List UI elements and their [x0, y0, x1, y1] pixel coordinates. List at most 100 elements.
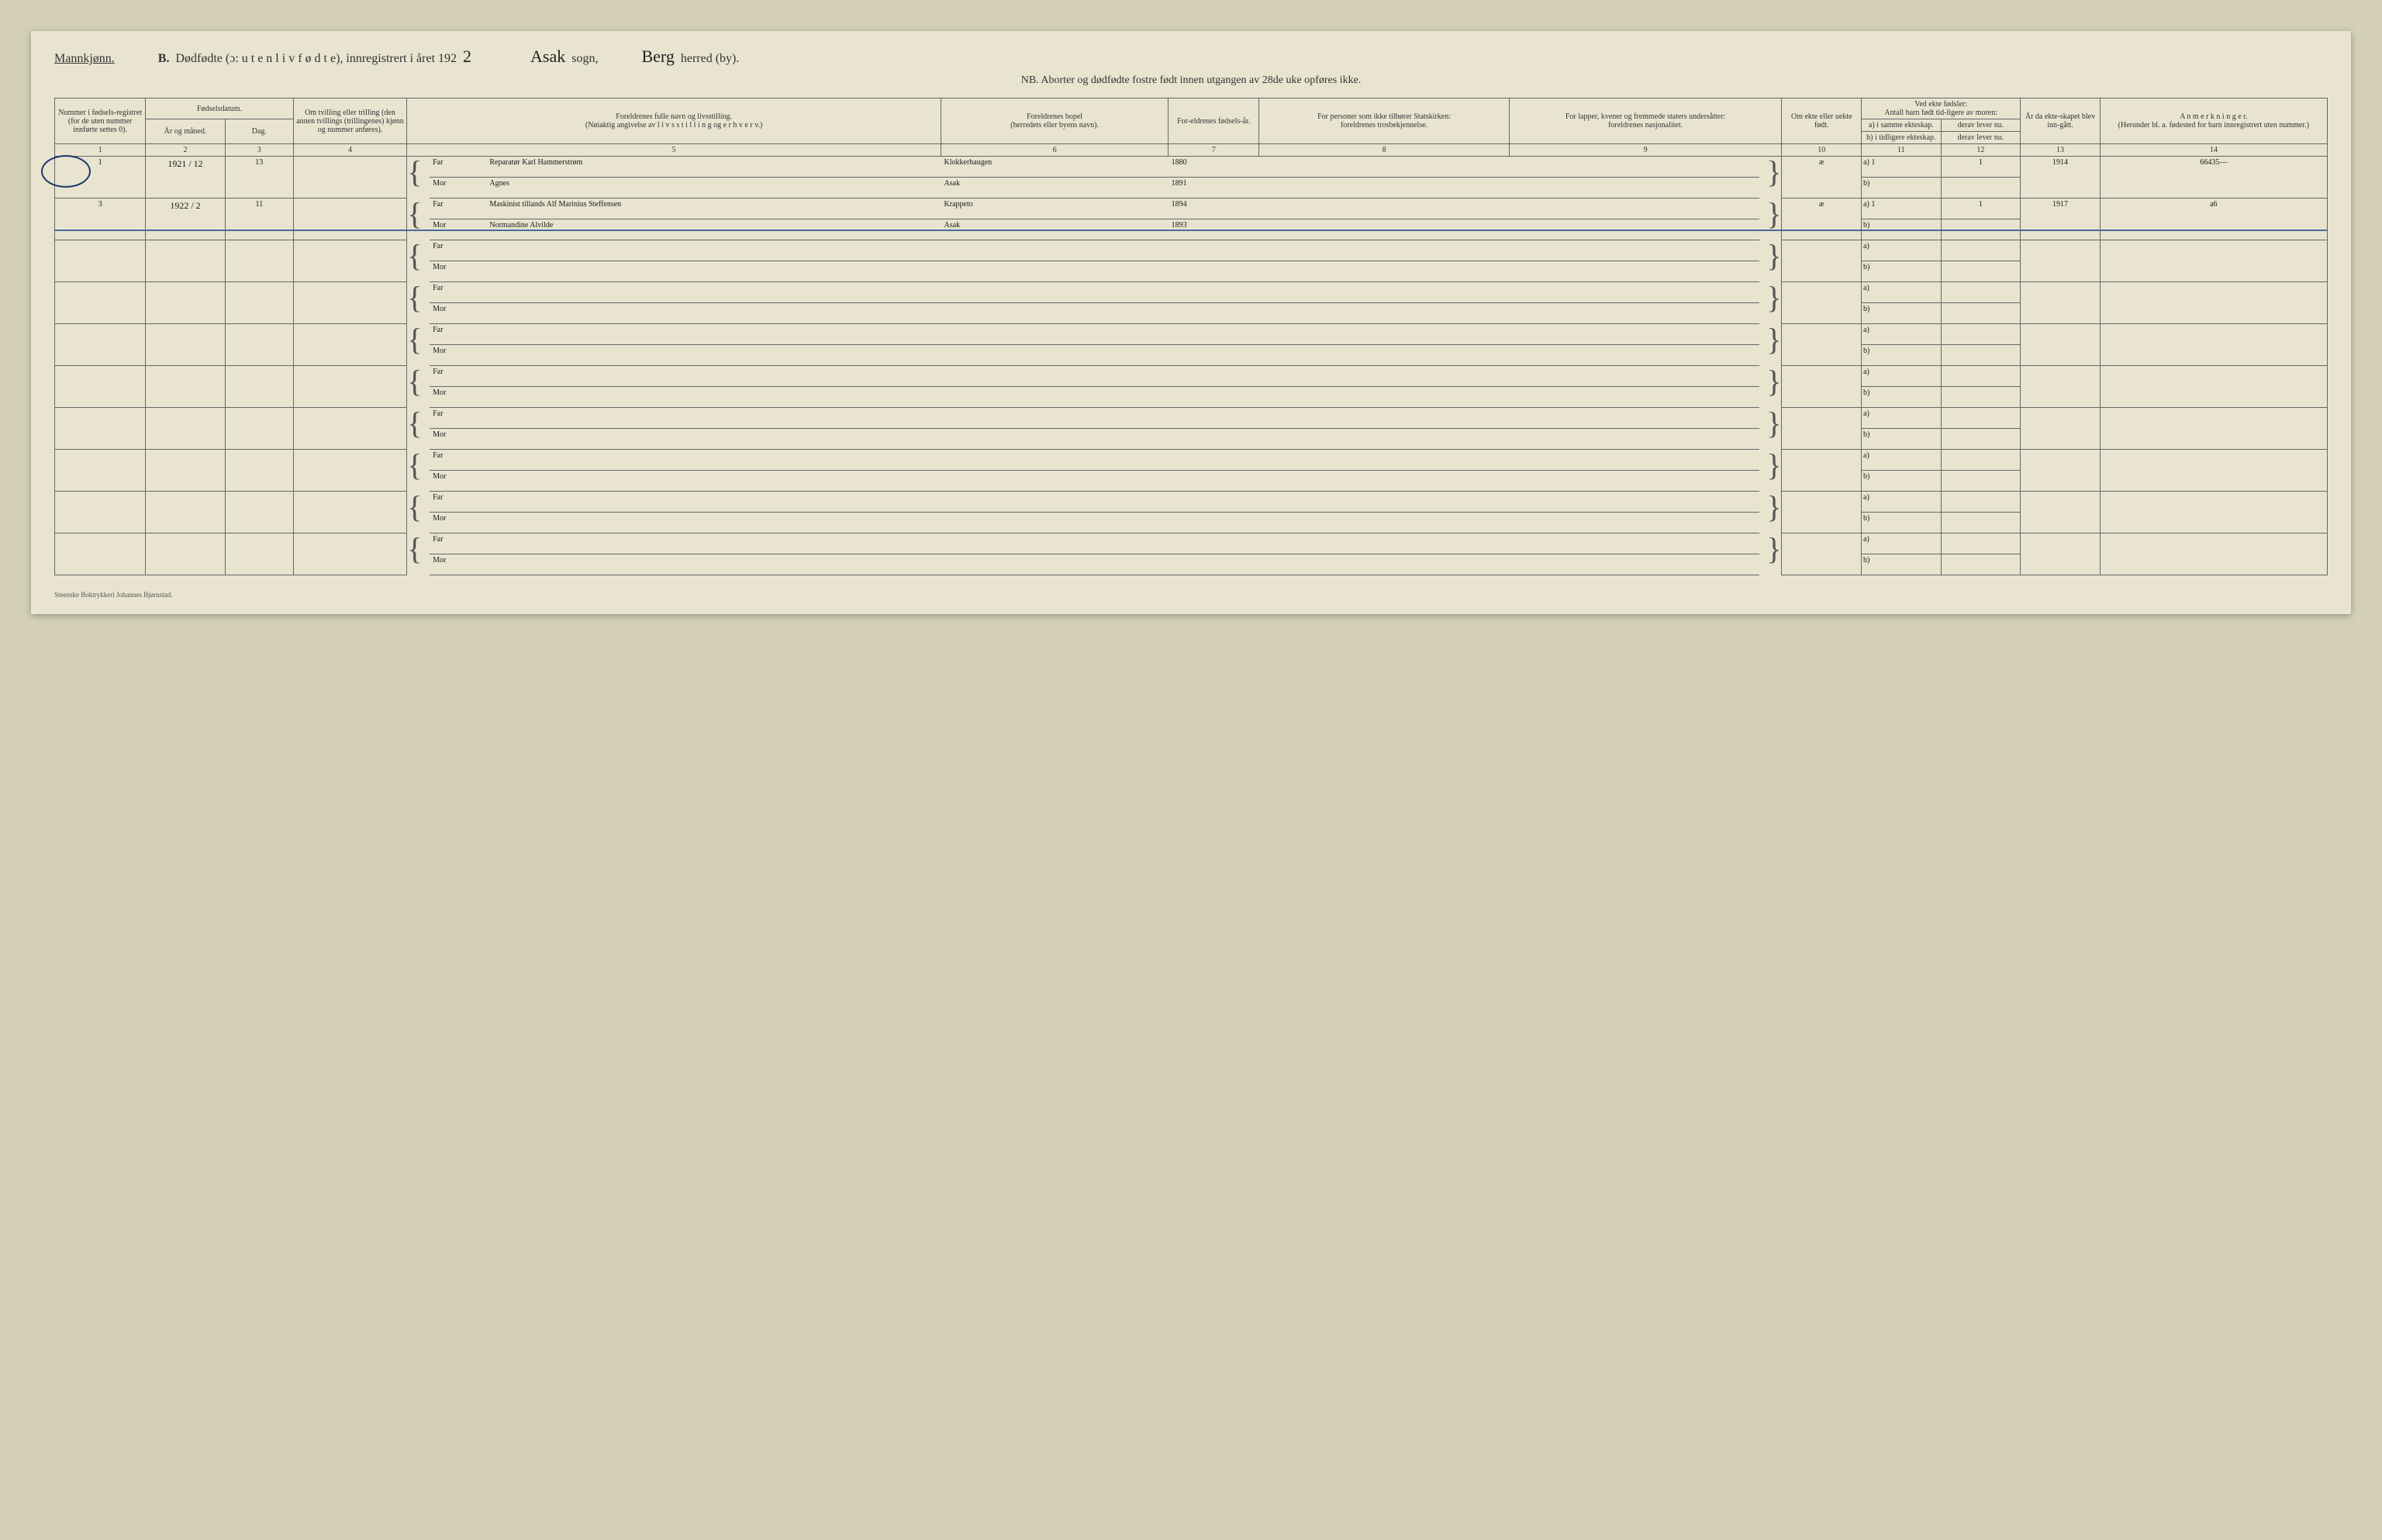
a-label: a) — [1862, 533, 1942, 554]
b-label: b) — [1862, 429, 1942, 450]
mor-label: Mor — [430, 261, 486, 282]
nationality — [1509, 157, 1759, 178]
a-label: a) — [1862, 408, 1942, 429]
colnum: 12 — [1941, 144, 2021, 157]
far-label: Far — [430, 366, 486, 387]
b-label: b) — [1862, 345, 1942, 366]
legitimacy: æ — [1782, 199, 1862, 240]
brace-icon — [407, 533, 430, 575]
subtitle: NB. Aborter og dødfødte fostre født inne… — [54, 74, 2328, 87]
table-row: Far a) — [55, 240, 2328, 261]
a-label: a) — [1862, 240, 1942, 261]
mor-label: Mor — [430, 554, 486, 575]
mor-label: Mor — [430, 178, 486, 199]
brace-icon — [407, 366, 430, 408]
nationality — [1509, 219, 1759, 240]
register-table: Nummer i fødsels-registret (for de uten … — [54, 98, 2328, 575]
b-label: b) — [1862, 261, 1942, 282]
brace-icon — [1759, 366, 1782, 408]
col-12a: derav lever nu. — [1941, 119, 2021, 132]
mother-place: Asak — [941, 178, 1169, 199]
a-living: 1 — [1941, 199, 2021, 219]
mother-name: Normandine Alvilde — [486, 219, 941, 240]
circle-annotation — [41, 155, 91, 188]
nationality — [1509, 199, 1759, 219]
brace-icon — [407, 492, 430, 533]
gender-label: Mannkjønn. — [54, 52, 115, 66]
father-place: Klokkerhaugen — [941, 157, 1169, 178]
col-10: Om ekte eller uekte født. — [1782, 98, 1862, 144]
herred-value: Berg — [641, 47, 674, 67]
sogn-value: Asak — [530, 47, 565, 67]
table-row: Far a) — [55, 492, 2328, 513]
table-header: Nummer i fødsels-registret (for de uten … — [55, 98, 2328, 157]
colnum: 5 — [407, 144, 941, 157]
religion — [1259, 219, 1509, 240]
far-label: Far — [430, 240, 486, 261]
brace-icon — [407, 324, 430, 366]
mor-label: Mor — [430, 387, 486, 408]
mor-label: Mor — [430, 345, 486, 366]
religion — [1259, 199, 1509, 219]
col-13: År da ekte-skapet blev inn-gått. — [2021, 98, 2101, 144]
col-6: Foreldrenes bopel (herredets eller byens… — [941, 98, 1169, 144]
a-label: a) 1 — [1862, 199, 1942, 219]
b-label: b) — [1862, 178, 1942, 199]
brace-icon — [1759, 157, 1782, 199]
colnum: 4 — [293, 144, 407, 157]
column-numbers-row: 1 2 3 4 5 6 7 8 9 10 11 12 13 14 — [55, 144, 2328, 157]
brace-icon — [407, 240, 430, 282]
nationality — [1509, 178, 1759, 199]
entry-year-month: 1922 / 2 — [146, 199, 226, 240]
brace-icon — [407, 157, 430, 199]
col-4: Om tvilling eller trilling (den annen tv… — [293, 98, 407, 144]
colnum: 3 — [225, 144, 293, 157]
a-label: a) — [1862, 366, 1942, 387]
a-label: a) — [1862, 324, 1942, 345]
brace-icon — [1759, 492, 1782, 533]
brace-icon — [1759, 324, 1782, 366]
colnum: 7 — [1169, 144, 1259, 157]
mother-birthyear: 1893 — [1169, 219, 1259, 240]
table-row: Far a) — [55, 366, 2328, 387]
col-11-top: Ved ekte fødsler: Antall barn født tid-l… — [1862, 98, 2021, 119]
brace-icon — [407, 282, 430, 324]
brace-icon — [1759, 450, 1782, 492]
colnum: 13 — [2021, 144, 2101, 157]
table-row: 3 1922 / 2 11 Far Maskinist tillands Alf… — [55, 199, 2328, 219]
marriage-year: 1914 — [2021, 157, 2101, 199]
table-row: Far a) — [55, 450, 2328, 471]
sogn-label: sogn, — [571, 52, 598, 66]
col-8: For personer som ikke tilhører Statskirk… — [1259, 98, 1509, 144]
table-row: Far a) — [55, 408, 2328, 429]
entry-day: 13 — [225, 157, 293, 199]
a-label: a) — [1862, 282, 1942, 303]
table-row: 1 1921 / 12 13 Far Reparatør Karl Hammer… — [55, 157, 2328, 178]
far-label: Far — [430, 533, 486, 554]
brace-icon — [407, 408, 430, 450]
col-12b: derav lever nu. — [1941, 132, 2021, 144]
a-label: a) — [1862, 492, 1942, 513]
far-label: Far — [430, 282, 486, 303]
brace-icon — [1759, 408, 1782, 450]
b-label: b) — [1862, 471, 1942, 492]
entry-year-month: 1921 / 12 — [146, 157, 226, 199]
colnum: 8 — [1259, 144, 1509, 157]
col-2a: År og måned. — [146, 119, 226, 144]
entry-day: 11 — [225, 199, 293, 240]
far-label: Far — [430, 324, 486, 345]
brace-icon — [407, 450, 430, 492]
b-living — [1941, 178, 2021, 199]
table-body: 1 1921 / 12 13 Far Reparatør Karl Hammer… — [55, 157, 2328, 575]
b-label: b) — [1862, 513, 1942, 533]
brace-icon — [1759, 282, 1782, 324]
year-suffix: 2 — [463, 47, 471, 67]
herred-label: herred (by). — [681, 52, 740, 66]
marriage-year: 1917 — [2021, 199, 2101, 240]
col-2b: Dag. — [225, 119, 293, 144]
register-page: Mannkjønn. B. Dødfødte (ɔ: u t e n l i v… — [31, 31, 2351, 614]
header-row: Mannkjønn. B. Dødfødte (ɔ: u t e n l i v… — [54, 47, 2328, 67]
table-row: Far a) — [55, 533, 2328, 554]
brace-icon — [1759, 199, 1782, 240]
b-label: b) — [1862, 219, 1942, 240]
